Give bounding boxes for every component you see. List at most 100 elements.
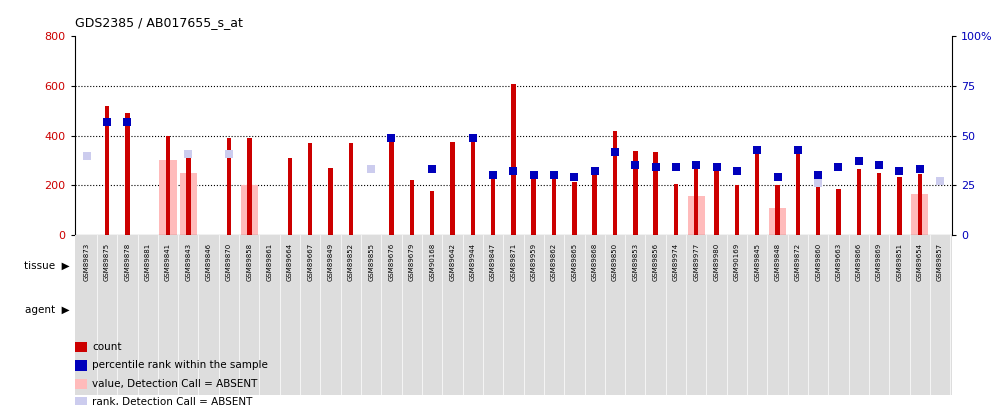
- Bar: [532, 173, 536, 235]
- Bar: [180, 173, 197, 235]
- Text: value, Detection Call = ABSENT: value, Detection Call = ABSENT: [92, 379, 257, 388]
- Bar: [708, 290, 766, 330]
- Text: GSM89846: GSM89846: [206, 243, 212, 281]
- Text: liver: liver: [217, 260, 242, 270]
- Bar: [674, 184, 678, 235]
- Bar: [688, 196, 705, 235]
- Bar: [308, 143, 312, 235]
- Bar: [653, 152, 658, 235]
- Text: 4HPR: 4HPR: [724, 305, 750, 315]
- Text: GSM90169: GSM90169: [734, 243, 740, 281]
- Bar: [573, 181, 577, 235]
- Bar: [877, 173, 882, 235]
- Text: GSM89881: GSM89881: [145, 243, 151, 281]
- Text: GSM89841: GSM89841: [165, 243, 171, 281]
- Text: 9cRA: 9cRA: [227, 305, 251, 315]
- Bar: [390, 138, 394, 235]
- Text: GSM89868: GSM89868: [591, 243, 597, 281]
- Text: tissue  ▶: tissue ▶: [24, 260, 70, 270]
- Bar: [735, 185, 740, 235]
- Text: mammary gland: mammary gland: [761, 260, 854, 270]
- Bar: [328, 168, 333, 235]
- Bar: [552, 172, 557, 235]
- Text: GSM89848: GSM89848: [774, 243, 780, 281]
- Bar: [429, 192, 434, 235]
- Bar: [78, 245, 381, 286]
- Text: GSM89679: GSM89679: [409, 243, 414, 281]
- Text: count: count: [92, 342, 122, 352]
- Text: GSM89944: GSM89944: [470, 243, 476, 281]
- Bar: [491, 179, 495, 235]
- Text: GSM89878: GSM89878: [124, 243, 130, 281]
- Text: 4HPR: 4HPR: [449, 305, 476, 315]
- Text: GSM89862: GSM89862: [551, 243, 557, 281]
- Text: GSM89664: GSM89664: [287, 243, 293, 281]
- Text: GSM89853: GSM89853: [632, 243, 638, 281]
- Text: 4HPR: 4HPR: [145, 305, 171, 315]
- Text: GSM89852: GSM89852: [348, 243, 354, 281]
- Text: control: control: [669, 305, 703, 315]
- Bar: [769, 208, 786, 235]
- Text: GSM89855: GSM89855: [368, 243, 374, 281]
- Bar: [125, 113, 129, 235]
- Text: GSM89851: GSM89851: [897, 243, 903, 281]
- Bar: [667, 290, 706, 330]
- Text: TGR: TGR: [320, 305, 341, 315]
- Text: GSM89858: GSM89858: [247, 243, 252, 281]
- Bar: [850, 290, 949, 330]
- Text: GSM89856: GSM89856: [653, 243, 659, 281]
- Bar: [775, 185, 779, 235]
- Bar: [383, 290, 420, 330]
- Text: GSM90168: GSM90168: [429, 243, 435, 281]
- Bar: [450, 142, 454, 235]
- Text: 9cRA: 9cRA: [532, 305, 557, 315]
- Bar: [104, 106, 109, 235]
- Bar: [248, 138, 251, 235]
- Bar: [118, 290, 198, 330]
- Text: GSM89663: GSM89663: [836, 243, 842, 281]
- Bar: [159, 160, 177, 235]
- Bar: [917, 174, 922, 235]
- Bar: [511, 83, 516, 235]
- Text: GSM89847: GSM89847: [490, 243, 496, 281]
- Bar: [241, 185, 257, 235]
- Text: GSM89869: GSM89869: [876, 243, 882, 281]
- Text: control: control: [385, 305, 418, 315]
- Text: GSM89861: GSM89861: [266, 243, 272, 281]
- Bar: [227, 138, 232, 235]
- Text: GSM89843: GSM89843: [185, 243, 191, 281]
- Bar: [287, 158, 292, 235]
- Text: GSM89871: GSM89871: [510, 243, 517, 281]
- Bar: [200, 290, 278, 330]
- Bar: [768, 290, 848, 330]
- Bar: [504, 290, 583, 330]
- Text: GSM89850: GSM89850: [612, 243, 618, 281]
- Text: GSM89849: GSM89849: [328, 243, 334, 281]
- Bar: [592, 172, 597, 235]
- Bar: [755, 151, 759, 235]
- Bar: [898, 177, 902, 235]
- Bar: [470, 141, 475, 235]
- Bar: [410, 180, 414, 235]
- Bar: [816, 187, 820, 235]
- Bar: [166, 136, 170, 235]
- Bar: [911, 194, 928, 235]
- Bar: [694, 167, 699, 235]
- Text: GSM89974: GSM89974: [673, 243, 679, 281]
- Bar: [585, 290, 665, 330]
- Text: GSM89873: GSM89873: [83, 243, 89, 281]
- Text: percentile rank within the sample: percentile rank within the sample: [92, 360, 268, 370]
- Bar: [280, 290, 381, 330]
- Text: GSM89866: GSM89866: [856, 243, 862, 281]
- Text: GSM89845: GSM89845: [754, 243, 760, 281]
- Text: GSM89980: GSM89980: [714, 243, 720, 281]
- Text: GSM89654: GSM89654: [916, 243, 922, 281]
- Bar: [633, 151, 637, 235]
- Text: TGR: TGR: [890, 305, 910, 315]
- Text: GSM89642: GSM89642: [449, 243, 455, 281]
- Text: control: control: [81, 305, 113, 315]
- Bar: [667, 245, 949, 286]
- Bar: [383, 245, 665, 286]
- Bar: [857, 169, 861, 235]
- Bar: [423, 290, 502, 330]
